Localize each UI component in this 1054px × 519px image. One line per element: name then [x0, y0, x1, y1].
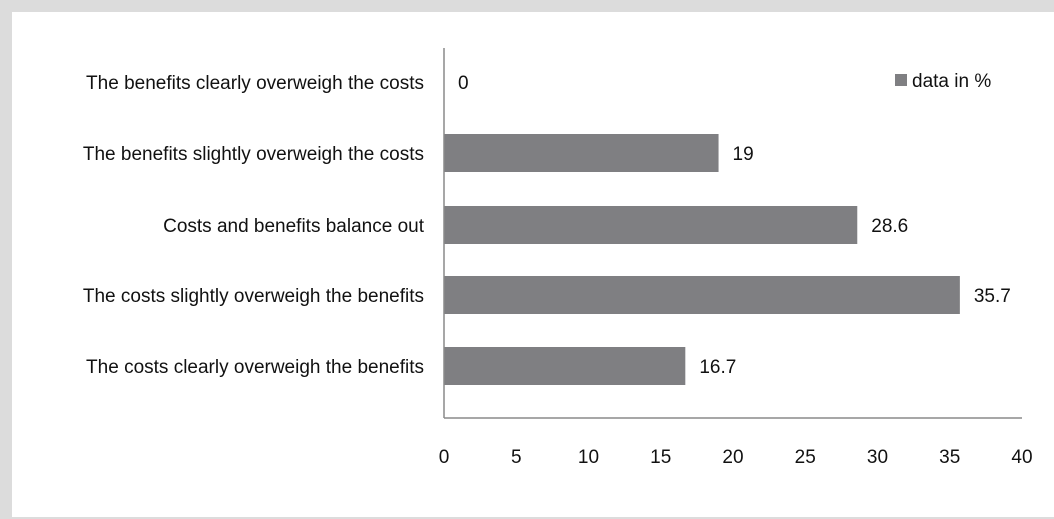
data-label: 35.7 — [974, 286, 1011, 307]
x-tick-label: 0 — [439, 447, 450, 468]
x-tick-labels: 0 5 10 15 20 25 30 35 40 — [439, 447, 1033, 468]
bars — [444, 134, 960, 385]
data-label: 0 — [458, 73, 469, 94]
data-label: 16.7 — [699, 357, 736, 378]
category-label: The costs clearly overweigh the benefits — [86, 357, 424, 378]
x-tick-label: 15 — [650, 447, 671, 468]
data-label: 19 — [733, 144, 754, 165]
bar — [444, 276, 960, 314]
category-label: The benefits clearly overweigh the costs — [86, 73, 424, 94]
x-tick-label: 30 — [867, 447, 888, 468]
bar — [444, 206, 858, 244]
x-tick-label: 5 — [511, 447, 522, 468]
legend-swatch — [895, 74, 907, 86]
data-label: 28.6 — [871, 216, 908, 237]
x-tick-label: 40 — [1011, 447, 1032, 468]
x-tick-label: 10 — [578, 447, 599, 468]
legend: data in % — [895, 71, 991, 92]
x-tick-label: 35 — [939, 447, 960, 468]
category-label: The costs slightly overweigh the benefit… — [83, 286, 424, 307]
category-label: The benefits slightly overweigh the cost… — [83, 144, 424, 165]
axes — [443, 48, 1022, 419]
x-tick-label: 25 — [795, 447, 816, 468]
category-label: Costs and benefits balance out — [163, 216, 425, 237]
x-tick-label: 20 — [722, 447, 743, 468]
category-labels: The benefits clearly overweigh the costs… — [83, 73, 425, 378]
data-labels: 0 19 28.6 35.7 16.7 — [458, 73, 1011, 378]
legend-label: data in % — [912, 71, 991, 92]
bar — [444, 347, 686, 385]
bar — [444, 134, 719, 172]
